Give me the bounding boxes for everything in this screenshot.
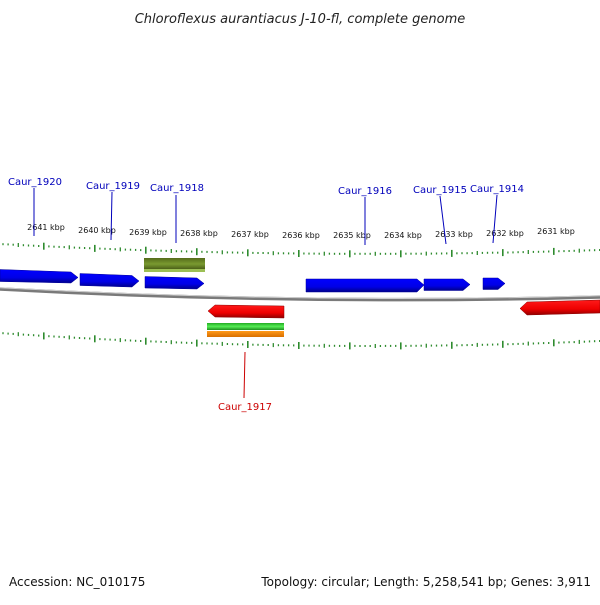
- gene-label-caur-1914[interactable]: Caur_1914: [470, 184, 524, 195]
- genome-title: Chloroflexus aurantiacus J-10-fl, comple…: [135, 12, 466, 27]
- genome-summary-text: Topology: circular; Length: 5,258,541 bp…: [260, 575, 591, 589]
- gene-arrow-caur-1916[interactable]: [305, 278, 425, 293]
- orange-feature-band[interactable]: [207, 331, 284, 337]
- gene-label-caur-1919[interactable]: Caur_1919: [86, 181, 140, 192]
- scale-label: 2638 kbp: [180, 229, 218, 238]
- gene-arrow-right-edge[interactable]: [519, 299, 600, 316]
- gene-label-caur-1915[interactable]: Caur_1915: [413, 185, 467, 196]
- scale-labels: 2641 kbp 2640 kbp 2639 kbp 2638 kbp 2637…: [27, 223, 575, 240]
- gene-arrow-caur-1915[interactable]: [423, 278, 471, 291]
- scale-label: 2631 kbp: [537, 227, 575, 236]
- gene-label-caur-1920[interactable]: Caur_1920: [8, 177, 62, 188]
- upper-scale-ticks: [2, 242, 600, 258]
- gene-label-caur-1918[interactable]: Caur_1918: [150, 183, 204, 194]
- scale-label: 2640 kbp: [78, 226, 116, 235]
- label-leader-caur-1914: [492, 194, 498, 244]
- gene-arrow-caur-1919[interactable]: [79, 273, 140, 288]
- gene-label-caur-1917[interactable]: Caur_1917: [218, 402, 272, 413]
- gene-label-caur-1916[interactable]: Caur_1916: [338, 186, 392, 197]
- olive-feature-band[interactable]: [144, 258, 205, 270]
- scale-label: 2635 kbp: [333, 231, 371, 240]
- gene-arrow-caur-1917[interactable]: [207, 304, 285, 319]
- label-leader-caur-1919: [110, 191, 113, 241]
- genome-backbone: [0, 287, 600, 302]
- green-feature-band[interactable]: [207, 323, 284, 330]
- scale-label: 2632 kbp: [486, 229, 524, 238]
- label-leader-caur-1917: [243, 351, 246, 399]
- gene-arrow-caur-1914[interactable]: [482, 277, 506, 290]
- lower-features: [207, 323, 284, 337]
- scale-label: 2637 kbp: [231, 230, 269, 239]
- gene-arrow-caur-1920[interactable]: [0, 269, 79, 284]
- scale-label: 2641 kbp: [27, 223, 65, 232]
- scale-label: 2634 kbp: [384, 231, 422, 240]
- reverse-strand-genes: [207, 299, 600, 319]
- scale-label: 2633 kbp: [435, 230, 473, 239]
- upper-features: [144, 258, 205, 272]
- accession-text: Accession: NC_010175: [9, 575, 145, 589]
- scale-label: 2636 kbp: [282, 231, 320, 240]
- gene-labels: Caur_1920 Caur_1919 Caur_1918 Caur_1916 …: [8, 177, 524, 413]
- gene-arrow-caur-1918[interactable]: [144, 276, 205, 290]
- lower-scale-ticks: [2, 332, 600, 350]
- scale-label: 2639 kbp: [129, 228, 167, 237]
- label-leader-caur-1915: [439, 195, 447, 245]
- forward-strand-genes: [0, 269, 506, 293]
